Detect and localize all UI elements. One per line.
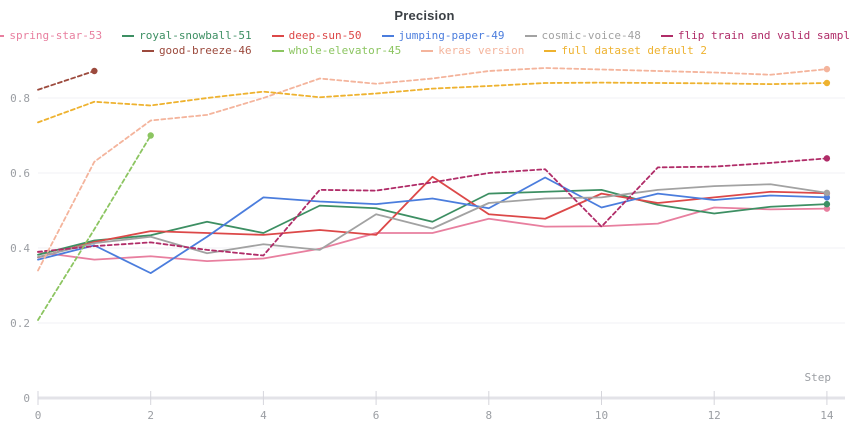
series-line-deep-sun-50[interactable]	[37, 175, 828, 259]
legend-item-cosmic-voice-48[interactable]: cosmic-voice-48	[524, 28, 641, 43]
legend-label: flip train and valid sample	[677, 29, 849, 42]
legend-label: full dataset default 2	[561, 44, 708, 57]
x-tick-label-12: 12	[708, 409, 721, 422]
series-line-whole-elevator-45[interactable]	[37, 134, 152, 321]
series-swatch-icon	[660, 34, 673, 37]
series-swatch-icon	[0, 34, 5, 37]
y-tick-label-0.6: 0.6	[10, 167, 30, 180]
x-axis-label: Step	[805, 371, 832, 384]
series-line-spring-star-53[interactable]	[37, 206, 828, 263]
legend-item-royal-snowball-51[interactable]: royal-snowball-51	[122, 28, 252, 43]
y-tick-label-0.4: 0.4	[10, 242, 30, 255]
y-tick-label-0.2: 0.2	[10, 317, 30, 330]
series-endpoint-good-breeze-46[interactable]	[91, 67, 98, 75]
legend-item-flip-train-and-valid-sample[interactable]: flip train and valid sample	[660, 28, 849, 43]
y-tick-label-0.8: 0.8	[10, 92, 30, 105]
x-tick-label-2: 2	[147, 409, 154, 422]
series-line-flip-train-and-valid-sample[interactable]	[37, 157, 828, 257]
legend-label: whole-elevator-45	[288, 44, 402, 57]
series-endpoint-royal-snowball-51[interactable]	[823, 200, 831, 208]
series-swatch-icon	[141, 49, 154, 52]
legend-item-deep-sun-50[interactable]: deep-sun-50	[271, 28, 362, 43]
series-endpoint-whole-elevator-45[interactable]	[147, 132, 154, 139]
series-swatch-icon	[524, 34, 537, 37]
series-line-good-breeze-46[interactable]	[37, 70, 96, 91]
legend-label: jumping-paper-49	[398, 29, 505, 42]
legend-label: deep-sun-50	[288, 29, 362, 42]
series-swatch-icon	[271, 49, 284, 52]
legend-label: good-breeze-46	[158, 44, 252, 57]
series-line-royal-snowball-51[interactable]	[37, 188, 828, 256]
x-tick-label-4: 4	[260, 409, 267, 422]
series-swatch-icon	[421, 49, 434, 52]
legend-label: spring-star-53	[9, 29, 103, 42]
series-swatch-icon	[544, 49, 557, 52]
x-tick-label-8: 8	[485, 409, 492, 422]
legend-label: royal-snowball-51	[139, 29, 252, 42]
legend-label: cosmic-voice-48	[541, 29, 641, 42]
series-endpoint-flip-train-and-valid-sample[interactable]	[823, 155, 831, 162]
series-endpoint-cosmic-voice-48[interactable]	[823, 189, 831, 197]
x-tick-label-10: 10	[595, 409, 608, 422]
series-endpoint-full-dataset-default-2[interactable]	[823, 79, 831, 87]
legend-label: keras version	[438, 44, 525, 57]
chart-title: Precision	[394, 8, 455, 23]
x-tick-label-0: 0	[35, 409, 42, 422]
legend-item-keras-version[interactable]: keras version	[421, 43, 524, 58]
legend-item-jumping-paper-49[interactable]: jumping-paper-49	[381, 28, 505, 43]
series-swatch-icon	[381, 34, 394, 37]
series-line-jumping-paper-49[interactable]	[37, 176, 828, 275]
legend-row: spring-star-53 royal-snowball-51 deep-sun-…	[0, 28, 849, 43]
series-endpoint-keras-version[interactable]	[823, 65, 831, 73]
series-line-cosmic-voice-48[interactable]	[37, 183, 828, 258]
series-line-keras-version[interactable]	[37, 67, 828, 272]
x-tick-label-14: 14	[820, 409, 834, 422]
chart-legend: spring-star-53 royal-snowball-51 deep-sun-…	[0, 28, 849, 58]
legend-item-full-dataset-default-2[interactable]: full dataset default 2	[544, 43, 707, 58]
x-tick-label-6: 6	[373, 409, 380, 422]
legend-item-good-breeze-46[interactable]: good-breeze-46	[141, 43, 252, 58]
legend-item-spring-star-53[interactable]: spring-star-53	[0, 28, 102, 43]
legend-row: good-breeze-46 whole-elevator-45 keras ver…	[0, 43, 849, 58]
y-tick-label-0: 0	[23, 392, 30, 405]
series-endpoint-jumping-paper-49[interactable]	[823, 194, 831, 201]
series-line-full-dataset-default-2[interactable]	[37, 81, 828, 124]
legend-item-whole-elevator-45[interactable]: whole-elevator-45	[271, 43, 402, 58]
series-swatch-icon	[271, 34, 284, 37]
series-swatch-icon	[122, 34, 135, 37]
series-endpoint-spring-star-53[interactable]	[823, 205, 831, 212]
